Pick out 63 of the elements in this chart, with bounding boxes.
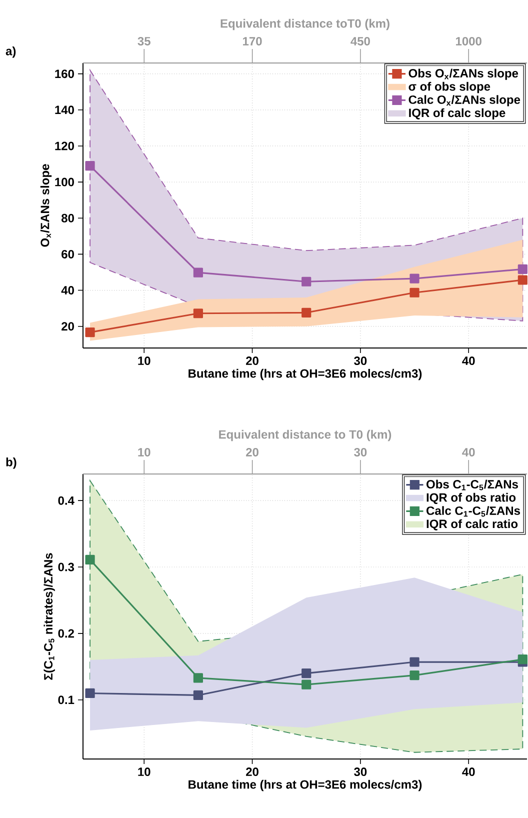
y-tick-label: 120 — [55, 142, 74, 150]
point — [85, 328, 95, 338]
y-tick-label: 0.2 — [58, 629, 74, 638]
x-tick-label: 30 — [354, 356, 367, 366]
chart-title: a) — [6, 46, 16, 58]
text: 35 — [138, 36, 150, 46]
point — [85, 161, 95, 171]
y-axis-title: O$_{x}$/ΣANs slope — [40, 164, 52, 247]
point — [518, 275, 528, 285]
point — [302, 308, 312, 318]
x2-axis-title: Equivalent distance to T0 (km) — [219, 430, 392, 442]
y-tick-label: 40 — [61, 286, 74, 295]
x-tick-label: 40 — [462, 768, 475, 776]
legend-label: IQR of calc ratio — [426, 519, 518, 530]
x-tick-label: 20 — [246, 356, 258, 366]
x-tick-label: 20 — [246, 768, 258, 776]
point — [410, 657, 420, 667]
point — [85, 688, 95, 698]
point — [410, 670, 420, 680]
point — [518, 654, 528, 664]
x-axis-title: Butane time (hrs at OH=3E6 molecs/cm3) — [188, 368, 422, 380]
legend-label: Obs C$_{1}$-C$_{5}$/ΣANs — [426, 480, 518, 490]
text: 1000 — [456, 36, 482, 46]
chart-title: b) — [6, 458, 16, 469]
point — [193, 268, 203, 278]
legend-label: Calc C$_{1}$-C$_{5}$/ΣANs — [426, 506, 520, 517]
legend-label: IQR of calc slope — [409, 108, 506, 120]
y-tick-label: 100 — [55, 178, 74, 186]
y-axis-title: Σ(C$_{1}$-C$_{5}$ nitrates)/ΣANs — [44, 553, 55, 680]
point — [302, 276, 312, 286]
y-tick-label: 0.4 — [58, 496, 74, 505]
point — [85, 554, 95, 565]
x-tick-label: 10 — [138, 356, 150, 366]
x2-tick-label: 20 — [246, 448, 258, 456]
point — [302, 668, 312, 678]
y-tick-label: 20 — [62, 322, 74, 331]
y-tick-label: 80 — [61, 214, 74, 222]
legend-label: σ of obs slope — [408, 82, 490, 94]
x2-tick-label: 10 — [138, 448, 150, 456]
x-tick-label: 40 — [462, 356, 475, 366]
y-tick-label: 0.1 — [58, 696, 74, 704]
legend-label: Obs O$_{x}$/ΣANs slope — [408, 68, 518, 80]
point — [193, 308, 203, 318]
y-tick-label: 60 — [62, 250, 74, 258]
point — [193, 673, 203, 683]
x-tick-label: 10 — [138, 768, 150, 776]
point — [302, 680, 312, 690]
y-tick-label: 0.3 — [58, 562, 74, 572]
point — [410, 288, 420, 298]
legend-label: Calc O$_{x}$/ΣANs slope — [408, 95, 520, 106]
point — [410, 274, 420, 284]
x2-tick-label: 30 — [354, 448, 367, 456]
x2-axis-title: Equivalent distance toT0 (km) — [220, 18, 390, 30]
point — [518, 264, 528, 274]
text: 170 — [243, 36, 262, 46]
x2-tick-label: 40 — [462, 448, 475, 456]
point — [193, 690, 203, 700]
y-tick-label: 140 — [55, 106, 74, 114]
legend-label: IQR of obs ratio — [426, 492, 516, 504]
text: 450 — [350, 36, 370, 46]
x-tick-label: 30 — [354, 768, 367, 776]
x-axis-title: Butane time (hrs at OH=3E6 molecs/cm3) — [188, 780, 422, 792]
y-tick-label: 160 — [55, 70, 74, 78]
